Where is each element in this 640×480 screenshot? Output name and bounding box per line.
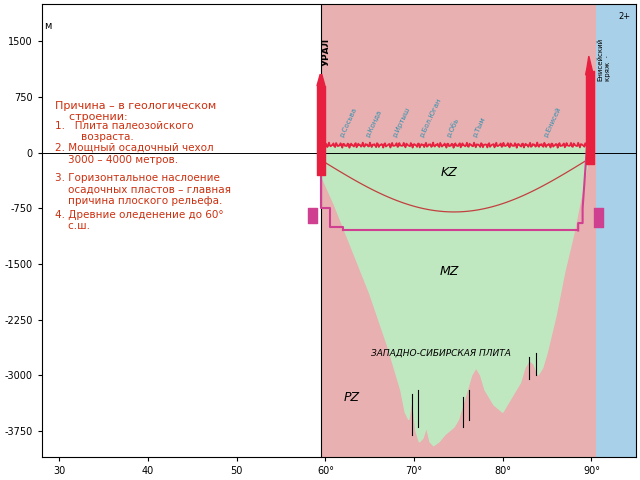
Text: р.Обь: р.Обь xyxy=(445,116,460,138)
Text: р.Иртыш: р.Иртыш xyxy=(392,106,411,138)
Text: KZ: KZ xyxy=(441,166,458,179)
Text: Причина – в геологическом
    строении:: Причина – в геологическом строении: xyxy=(55,101,216,122)
Text: м: м xyxy=(44,22,52,31)
Polygon shape xyxy=(586,56,594,78)
Text: УРАЛ: УРАЛ xyxy=(322,38,331,66)
Text: 2+: 2+ xyxy=(618,12,630,21)
Bar xyxy=(596,4,636,457)
Text: 1.   Плита палеозойского
        возраста.: 1. Плита палеозойского возраста. xyxy=(55,120,193,142)
Text: р.Сосьва: р.Сосьва xyxy=(339,106,358,138)
Text: р.Тым: р.Тым xyxy=(472,116,486,138)
Text: р.Бол.Юган: р.Бол.Юган xyxy=(419,97,442,138)
Text: 4. Древние оледенение до 60°
    с.ш.: 4. Древние оледенение до 60° с.ш. xyxy=(55,210,223,231)
Text: 3. Горизонтальное наслоение
    осадочных пластов – главная
    причина плоского: 3. Горизонтальное наслоение осадочных пл… xyxy=(55,173,231,206)
Polygon shape xyxy=(317,75,325,86)
Text: р.Конда: р.Конда xyxy=(365,108,383,138)
Text: ЗАПАДНО-СИБИРСКАЯ ПЛИТА: ЗАПАДНО-СИБИРСКАЯ ПЛИТА xyxy=(371,348,511,358)
Text: р.Енисей: р.Енисей xyxy=(543,106,563,138)
Text: 2. Мощный осадочный чехол
    3000 – 4000 метров.: 2. Мощный осадочный чехол 3000 – 4000 ме… xyxy=(55,143,214,165)
Bar xyxy=(321,4,636,457)
Text: Енисейский
кряж  ·: Енисейский кряж · xyxy=(598,37,611,81)
Text: MZ: MZ xyxy=(440,265,460,278)
Text: PZ: PZ xyxy=(344,391,360,404)
Polygon shape xyxy=(321,145,587,445)
